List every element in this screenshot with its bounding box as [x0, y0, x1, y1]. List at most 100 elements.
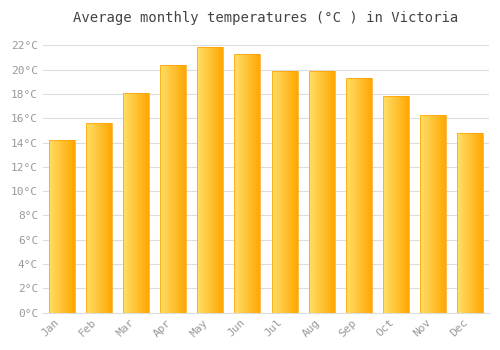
Bar	[86, 123, 112, 313]
Bar	[244, 54, 246, 313]
Bar	[90, 123, 91, 313]
Bar	[437, 114, 438, 313]
Bar	[308, 71, 334, 313]
Bar	[405, 96, 406, 313]
Bar	[132, 93, 134, 313]
Bar	[246, 54, 248, 313]
Bar	[297, 71, 298, 313]
Bar	[371, 78, 372, 313]
Bar	[125, 93, 126, 313]
Bar	[48, 140, 49, 313]
Bar	[472, 133, 473, 313]
Bar	[392, 96, 394, 313]
Bar	[383, 96, 384, 313]
Bar	[56, 140, 57, 313]
Bar	[368, 78, 369, 313]
Bar	[164, 65, 165, 313]
Bar	[358, 78, 359, 313]
Bar	[295, 71, 296, 313]
Bar	[174, 65, 175, 313]
Bar	[438, 114, 439, 313]
Bar	[346, 78, 372, 313]
Bar	[146, 93, 147, 313]
Bar	[442, 114, 443, 313]
Bar	[182, 65, 183, 313]
Bar	[51, 140, 52, 313]
Bar	[145, 93, 146, 313]
Bar	[87, 123, 88, 313]
Bar	[256, 54, 257, 313]
Bar	[88, 123, 89, 313]
Bar	[160, 65, 186, 313]
Bar	[126, 93, 127, 313]
Bar	[364, 78, 366, 313]
Bar	[430, 114, 431, 313]
Bar	[127, 93, 128, 313]
Bar	[318, 71, 319, 313]
Bar	[362, 78, 364, 313]
Bar	[320, 71, 321, 313]
Bar	[316, 71, 317, 313]
Bar	[53, 140, 54, 313]
Bar	[475, 133, 476, 313]
Bar	[357, 78, 358, 313]
Bar	[282, 71, 283, 313]
Bar	[170, 65, 171, 313]
Bar	[143, 93, 144, 313]
Bar	[234, 54, 235, 313]
Bar	[286, 71, 287, 313]
Bar	[317, 71, 318, 313]
Bar	[480, 133, 482, 313]
Bar	[64, 140, 65, 313]
Bar	[48, 140, 74, 313]
Bar	[181, 65, 182, 313]
Bar	[209, 47, 210, 313]
Bar	[218, 47, 220, 313]
Bar	[205, 47, 206, 313]
Bar	[259, 54, 260, 313]
Bar	[179, 65, 180, 313]
Bar	[315, 71, 316, 313]
Bar	[435, 114, 436, 313]
Bar	[100, 123, 102, 313]
Bar	[252, 54, 253, 313]
Bar	[406, 96, 407, 313]
Bar	[291, 71, 292, 313]
Bar	[404, 96, 405, 313]
Bar	[165, 65, 166, 313]
Bar	[160, 65, 162, 313]
Bar	[93, 123, 94, 313]
Bar	[104, 123, 105, 313]
Bar	[350, 78, 351, 313]
Bar	[258, 54, 259, 313]
Bar	[272, 71, 297, 313]
Bar	[280, 71, 281, 313]
Bar	[353, 78, 354, 313]
Bar	[470, 133, 471, 313]
Bar	[96, 123, 97, 313]
Bar	[471, 133, 472, 313]
Bar	[66, 140, 67, 313]
Bar	[476, 133, 477, 313]
Bar	[241, 54, 242, 313]
Bar	[323, 71, 324, 313]
Bar	[52, 140, 53, 313]
Bar	[445, 114, 446, 313]
Bar	[240, 54, 241, 313]
Bar	[434, 114, 435, 313]
Bar	[422, 114, 424, 313]
Bar	[328, 71, 329, 313]
Bar	[288, 71, 289, 313]
Bar	[67, 140, 68, 313]
Bar	[235, 54, 236, 313]
Bar	[172, 65, 173, 313]
Bar	[354, 78, 355, 313]
Bar	[389, 96, 390, 313]
Bar	[394, 96, 396, 313]
Bar	[468, 133, 469, 313]
Bar	[70, 140, 72, 313]
Bar	[166, 65, 167, 313]
Bar	[257, 54, 258, 313]
Bar	[347, 78, 348, 313]
Bar	[253, 54, 254, 313]
